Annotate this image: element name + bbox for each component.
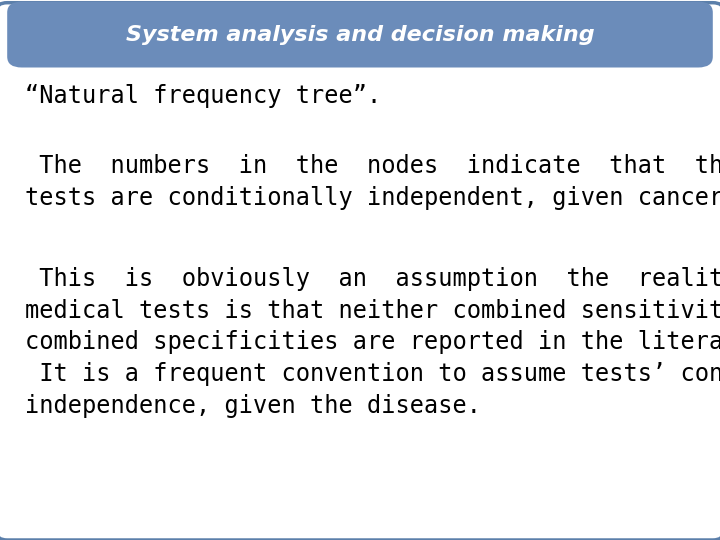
FancyBboxPatch shape	[7, 2, 713, 68]
Text: System analysis and decision making: System analysis and decision making	[126, 24, 594, 45]
Text: “Natural frequency tree”.: “Natural frequency tree”.	[25, 84, 382, 107]
Text: This  is  obviously  an  assumption  the  reality  of
medical tests is that neit: This is obviously an assumption the real…	[25, 267, 720, 418]
FancyBboxPatch shape	[0, 3, 720, 540]
Text: The  numbers  in  the  nodes  indicate  that  the  two
tests are conditionally i: The numbers in the nodes indicate that t…	[25, 154, 720, 210]
